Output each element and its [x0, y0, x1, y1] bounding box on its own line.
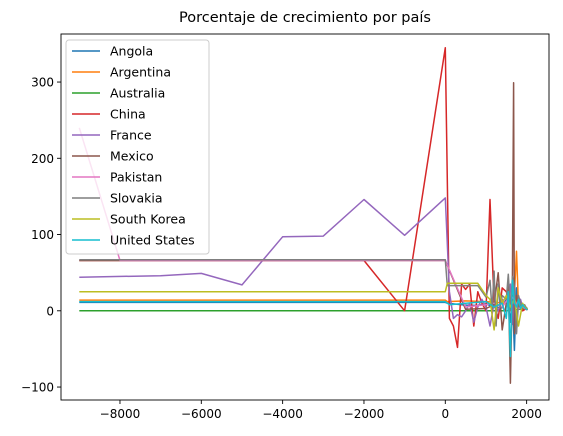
legend-label-angola: Angola [110, 44, 153, 59]
y-tick-label: 200 [31, 152, 54, 166]
chart-title: Porcentaje de crecimiento por país [179, 10, 431, 26]
legend-label-pakistan: Pakistan [110, 170, 162, 185]
x-tick-label: −8000 [100, 407, 141, 421]
y-tick-label: 0 [46, 304, 54, 318]
legend-label-france: France [110, 128, 152, 143]
legend-label-australia: Australia [110, 86, 165, 101]
legend-label-argentina: Argentina [110, 65, 171, 80]
legend-label-slovakia: Slovakia [110, 191, 162, 206]
x-tick-label: −6000 [181, 407, 222, 421]
y-tick-label: 100 [31, 228, 54, 242]
x-tick-label: −2000 [344, 407, 385, 421]
y-tick-label: −100 [21, 381, 54, 395]
x-tick-label: 2000 [511, 407, 542, 421]
legend-label-china: China [110, 107, 146, 122]
legend-label-mexico: Mexico [110, 149, 154, 164]
y-tick-label: 300 [31, 76, 54, 90]
legend-label-united-states: United States [110, 233, 195, 248]
x-tick-label: 0 [441, 407, 449, 421]
legend-label-south-korea: South Korea [110, 212, 186, 227]
x-tick-label: −4000 [262, 407, 303, 421]
legend: Angola Argentina Australia China France Mexic… [66, 40, 209, 254]
